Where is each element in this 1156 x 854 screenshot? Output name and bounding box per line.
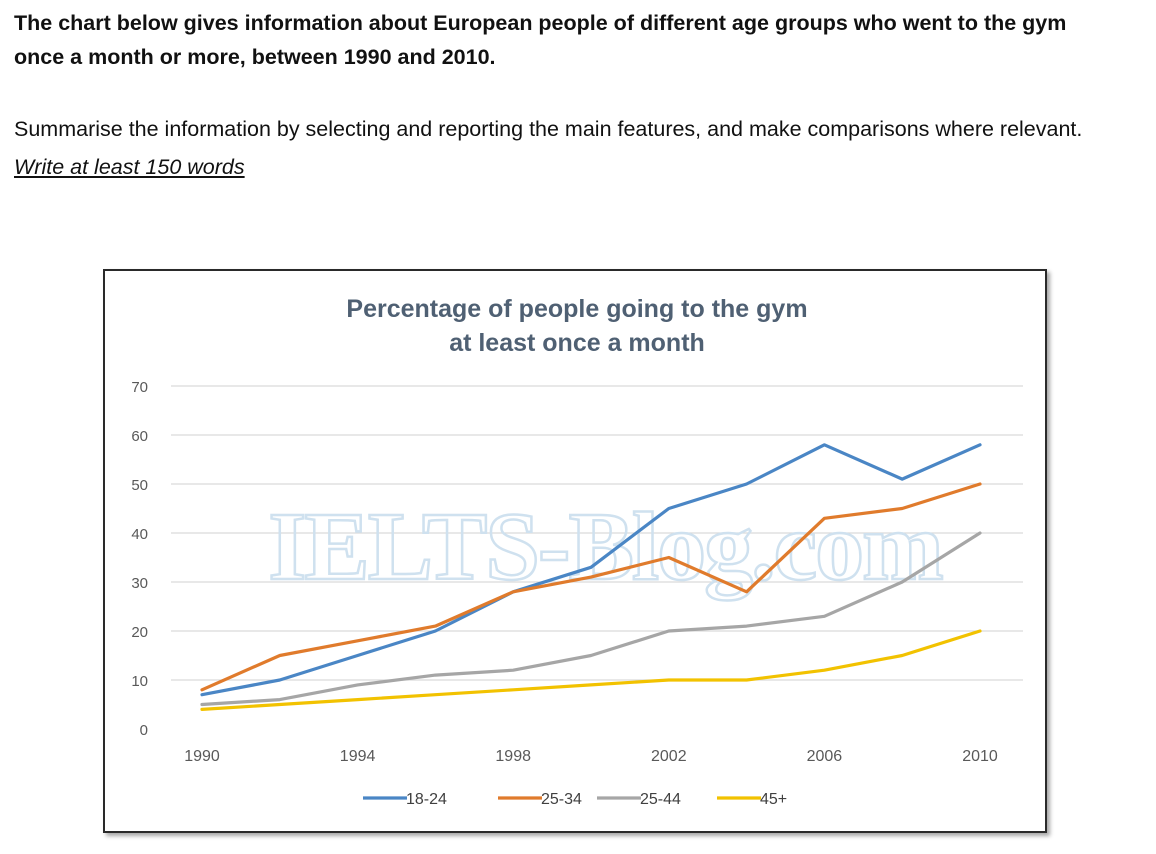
y-tick-label: 70 (131, 379, 148, 396)
x-tick-label: 2010 (962, 748, 998, 765)
y-tick-label: 0 (140, 722, 148, 739)
legend-label: 18-24 (406, 791, 447, 808)
legend-label: 25-44 (640, 791, 681, 808)
legend-label: 25-34 (541, 791, 582, 808)
word-count-requirement: Write at least 150 words (14, 148, 1114, 186)
y-tick-label: 20 (131, 624, 148, 641)
chart-frame: IELTS-Blog.com Percentage of people goin… (103, 269, 1047, 833)
y-tick-label: 50 (131, 477, 148, 494)
y-tick-label: 30 (131, 575, 148, 592)
chart-title: Percentage of people going to the gym (346, 295, 807, 323)
chart-subtitle: at least once a month (449, 329, 705, 357)
x-tick-label: 1998 (495, 748, 531, 765)
x-tick-label: 1994 (340, 748, 376, 765)
watermark: IELTS-Blog.com (268, 493, 942, 601)
y-tick-label: 40 (131, 526, 148, 543)
task-prompt: The chart below gives information about … (14, 6, 1114, 186)
line-chart: IELTS-Blog.com Percentage of people goin… (105, 271, 1045, 831)
x-tick-label: 2002 (651, 748, 687, 765)
y-axis-ticks: 0 10 20 30 40 50 60 70 (131, 379, 148, 739)
series-line-45plus (202, 631, 980, 709)
legend: 18-24 25-34 25-44 45+ (363, 791, 787, 808)
y-tick-label: 10 (131, 673, 148, 690)
x-tick-label: 1990 (184, 748, 220, 765)
y-tick-label: 60 (131, 428, 148, 445)
x-tick-label: 2006 (807, 748, 843, 765)
task-instruction: Summarise the information by selecting a… (14, 110, 1114, 148)
legend-label: 45+ (760, 791, 787, 808)
task-intro: The chart below gives information about … (14, 6, 1114, 74)
x-axis-ticks: 1990 1994 1998 2002 2006 2010 (184, 748, 998, 765)
